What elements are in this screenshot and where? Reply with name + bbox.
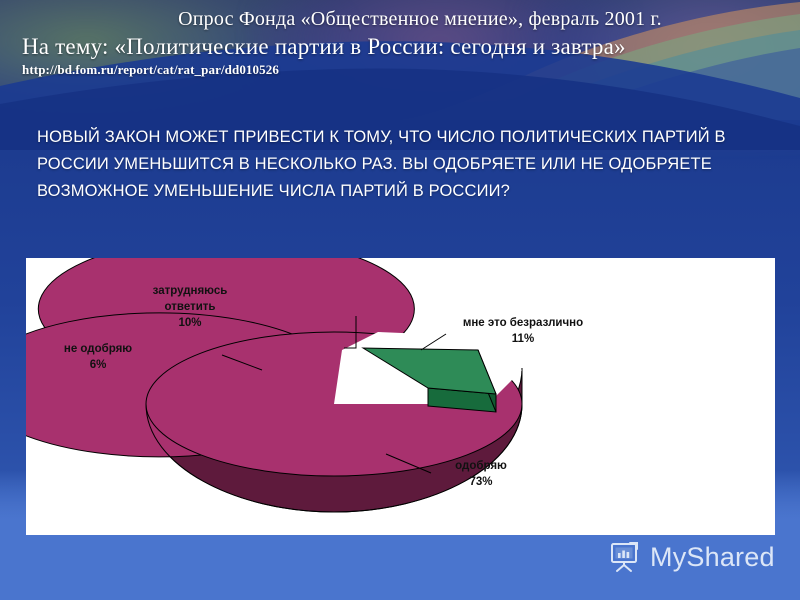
- pie-slice-odobryayu[interactable]: [26, 258, 523, 513]
- leader-line-zatrudnyayus: [344, 316, 357, 349]
- header-title-line2: На тему: «Политические партии в России: …: [22, 34, 626, 59]
- pie-label-bezrazlichno-line1: мне это безразлично: [462, 317, 584, 329]
- pie-value-ne-odobryayu: 6%: [89, 359, 107, 371]
- pie-label-ne-odobryayu-line1: не одобряю: [63, 343, 133, 355]
- chart-panel: затрудняюсь ответить 10% не одобряю 6% м…: [26, 258, 775, 535]
- header-title-line1: Опрос Фонда «Общественное мнение», февра…: [178, 8, 662, 30]
- myshared-brand-text: MyShared: [650, 541, 775, 572]
- pie-label-bezrazlichno: мне это безразлично 11%: [438, 315, 608, 347]
- myshared-watermark[interactable]: MyShared: [608, 540, 775, 574]
- leader-line-odobryayu: [385, 453, 432, 474]
- poll-question: НОВЫЙ ЗАКОН МОЖЕТ ПРИВЕСТИ К ТОМУ, ЧТО Ч…: [37, 128, 726, 200]
- slide-header: Опрос Фонда «Общественное мнение», февра…: [0, 0, 800, 78]
- pie-label-ne-odobryayu: не одобряю 6%: [38, 341, 158, 373]
- pie-label-zatrudnyayus: затрудняюсь ответить 10%: [125, 283, 255, 331]
- pie-label-odobryayu-line1: одобряю: [455, 460, 507, 472]
- leader-line-bezrazlichno: [420, 333, 447, 351]
- pie-chart: затрудняюсь ответить 10% не одобряю 6% м…: [26, 258, 775, 535]
- source-url: http://bd.fom.ru/report/cat/rat_par/dd01…: [22, 62, 279, 77]
- pie-chart-graphic: [26, 258, 523, 513]
- pie-label-zatrudnyayus-line1: затрудняюсь: [152, 285, 228, 297]
- leader-line-ne-odobryayu: [221, 354, 263, 371]
- leader-lines: [221, 316, 447, 474]
- pie-value-bezrazlichno: 11%: [511, 333, 535, 345]
- pie-label-zatrudnyayus-line2: ответить: [164, 301, 216, 313]
- pie-slice-bezrazlichno-front[interactable]: [361, 347, 497, 413]
- pie-label-odobryayu: одобряю 73%: [426, 458, 536, 490]
- presentation-board-icon: [611, 542, 638, 572]
- pie-value-zatrudnyayus: 10%: [178, 317, 202, 329]
- pie-value-odobryayu: 73%: [469, 476, 493, 488]
